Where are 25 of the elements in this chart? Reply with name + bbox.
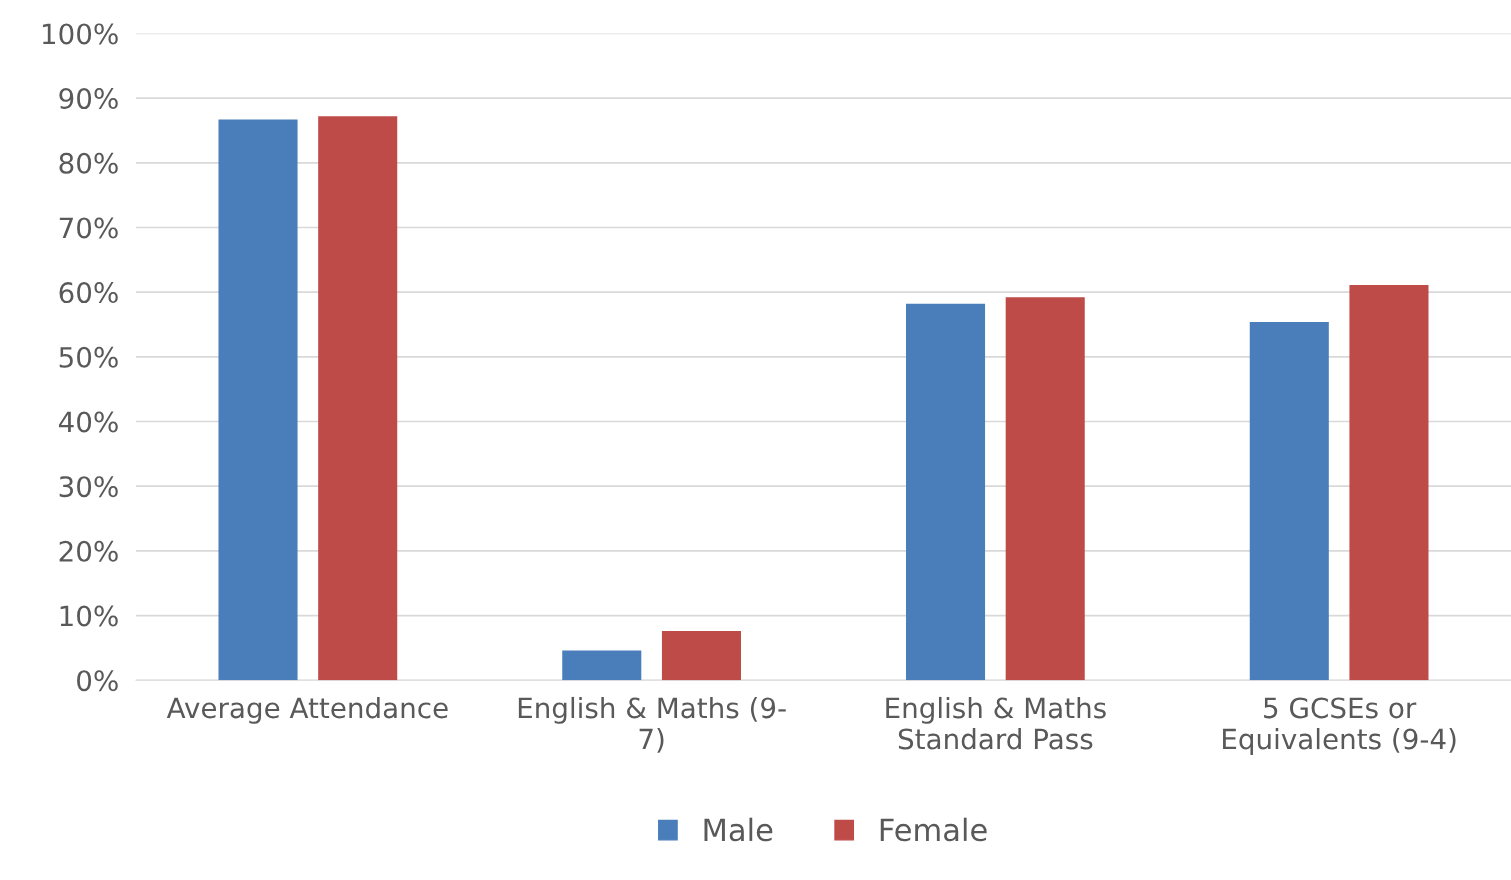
y-tick-label: 100% xyxy=(42,23,118,45)
legend-label: Female xyxy=(880,817,987,842)
y-tick-label: 90% xyxy=(59,88,118,110)
y-tick-label: 50% xyxy=(59,346,118,368)
y-tick-label: 40% xyxy=(58,411,118,433)
y-tick-label: 60% xyxy=(59,282,118,304)
y-tick-label: 10% xyxy=(60,605,118,627)
y-tick-label: 20% xyxy=(59,540,118,562)
bar xyxy=(218,119,298,681)
bar xyxy=(1249,321,1329,681)
x-tick-label: Average Attendance xyxy=(166,696,448,724)
x-tick-label: English & Maths Standard Pass xyxy=(886,696,1106,750)
bar xyxy=(1005,297,1085,681)
x-tick-label: 5 GCSEs or Equivalents (9-4) xyxy=(1223,697,1456,755)
bar xyxy=(1349,285,1429,681)
bar xyxy=(661,631,741,681)
y-tick-label: 80% xyxy=(59,152,118,174)
y-tick-label: 70% xyxy=(59,217,118,239)
y-tick-label: 0% xyxy=(77,670,118,692)
legend-label: Male xyxy=(704,817,773,842)
bar xyxy=(906,303,986,681)
x-tick-label: English & Maths (9- 7) xyxy=(518,696,786,753)
bar xyxy=(562,650,642,681)
bar xyxy=(318,116,398,681)
y-tick-label: 30% xyxy=(59,476,118,498)
